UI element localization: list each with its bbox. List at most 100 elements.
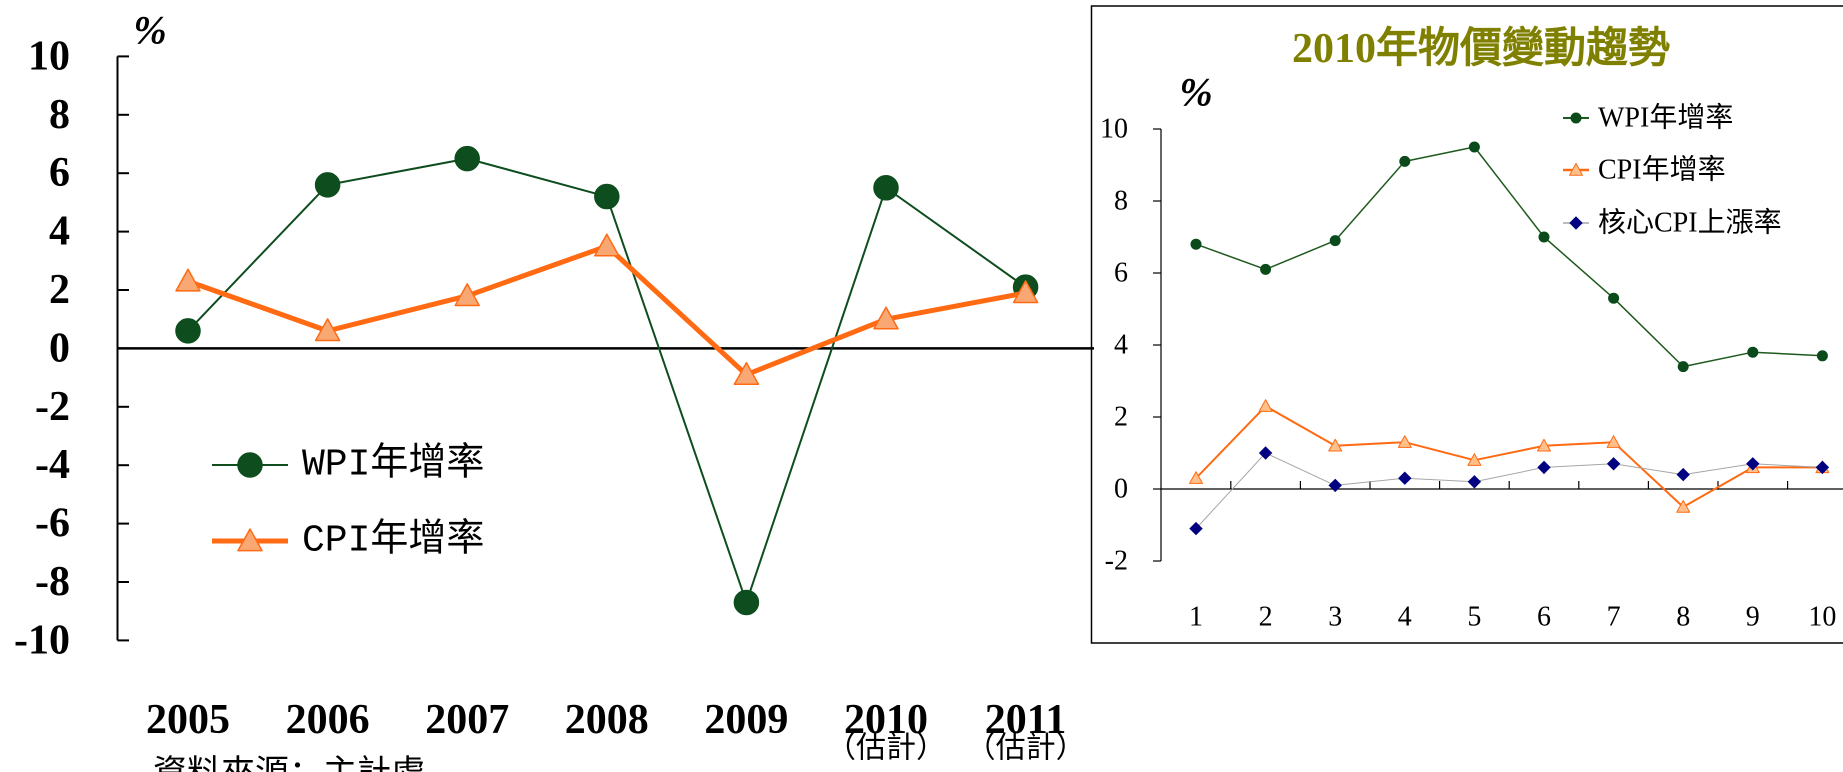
- left-wpi-series: [175, 145, 1039, 616]
- inset-wpi-point: [1608, 292, 1620, 304]
- inset-x-tick-label: 8: [1676, 602, 1690, 633]
- inset-legend-core-cpi-label: 核心CPI上漲率: [1598, 207, 1782, 239]
- left-legend-item-wpi: WPI年增率: [212, 442, 484, 487]
- inset-core-cpi-point: [1537, 460, 1551, 475]
- inset-cpi-point: [1467, 453, 1482, 466]
- inset-y-tick-label: 8: [1114, 186, 1128, 217]
- annual-price-change-chart: % 10 8 6 4 2 0 -2 -4 -6 -8 -10 2005 2006 2007 2008 2009…: [14, 8, 1094, 765]
- inset-core-cpi-point: [1258, 446, 1273, 460]
- left-y-tick-label: 4: [49, 209, 70, 255]
- inset-wpi-point: [1260, 263, 1272, 275]
- inset-title: 2010年物價變動趨勢: [1292, 25, 1670, 72]
- left-plot-area: 10 8 6 4 2 0 -2 -4 -6 -8 -10 2005 2006 2007 2008 2009 20…: [14, 33, 1094, 765]
- inset-cpi-line: [1195, 405, 1823, 508]
- left-x-tick-label: 2008: [565, 697, 649, 743]
- inset-y-tick-label: 2: [1114, 402, 1128, 433]
- inset-legend-item-wpi: WPI年增率: [1563, 102, 1733, 134]
- inset-wpi-point: [1816, 350, 1828, 362]
- inset-core-cpi-point: [1467, 475, 1482, 489]
- inset-cpi-point: [1258, 399, 1273, 412]
- inset-core-cpi-point: [1398, 471, 1412, 485]
- inset-core-cpi-line: [1195, 452, 1823, 529]
- inset-y-tick-label: 6: [1114, 258, 1128, 289]
- inset-wpi-point: [1677, 361, 1689, 373]
- left-cpi-point: [175, 268, 201, 292]
- inset-core-cpi-point: [1606, 457, 1621, 471]
- left-wpi-point: [175, 318, 201, 344]
- left-cpi-point: [873, 306, 899, 330]
- left-cpi-point: [1012, 280, 1039, 304]
- legend-wpi-label: WPI年增率: [302, 442, 484, 487]
- left-x-tick-label: 2007: [425, 697, 509, 743]
- left-cpi-point: [594, 233, 620, 257]
- left-y-tick-label: -6: [35, 501, 70, 547]
- inset-wpi-point: [1190, 238, 1202, 250]
- left-unit-label: %: [133, 8, 166, 53]
- left-y-tick-label: 10: [28, 33, 70, 79]
- left-y-tick-label: 2: [49, 267, 70, 313]
- left-y-tick-label: -4: [35, 442, 70, 488]
- estimate-note: （估計）: [826, 732, 946, 765]
- inset-y-tick-label: -2: [1105, 546, 1128, 577]
- left-y-tick-label: 0: [49, 325, 70, 371]
- inset-cpi-point: [1328, 438, 1343, 452]
- left-cpi-point: [314, 318, 341, 342]
- inset-x-tick-label: 4: [1398, 602, 1412, 633]
- inset-x-tick-label: 7: [1607, 602, 1621, 633]
- source-note: 資料來源：主計處。: [153, 754, 459, 772]
- left-wpi-point: [314, 172, 341, 198]
- inset-cpi-point: [1397, 435, 1412, 448]
- inset-x-tick-label: 2: [1259, 602, 1273, 633]
- left-y-tick-label: -8: [35, 559, 70, 605]
- inset-x-tick-label: 6: [1537, 602, 1551, 633]
- inset-cpi-point: [1606, 435, 1621, 448]
- estimate-note: （估計）: [966, 732, 1086, 765]
- inset-x-tick-label: 3: [1328, 602, 1342, 633]
- left-legend: WPI年增率 CPI年增率: [212, 442, 484, 563]
- left-y-tick-label: 8: [49, 92, 70, 138]
- left-cpi-point: [733, 361, 760, 386]
- left-x-tick-label: 2009: [704, 697, 788, 743]
- inset-core-cpi-point: [1328, 478, 1342, 493]
- monthly-price-trend-chart: 2010年物價變動趨勢 % 10 8 6 4 2 0 -2 1 2 3 4 5 6 7 8 9 10 WPI年增…: [1090, 5, 1843, 644]
- inset-legend-wpi-marker-icon: [1570, 112, 1582, 124]
- inset-cpi-point: [1537, 438, 1551, 452]
- inset-frame: [1090, 5, 1843, 644]
- left-wpi-point: [873, 175, 899, 201]
- inset-legend-wpi-label: WPI年增率: [1598, 102, 1733, 134]
- left-wpi-point: [594, 183, 620, 210]
- inset-wpi-point: [1399, 155, 1411, 167]
- inset-x-tick-label: 10: [1808, 602, 1836, 633]
- left-wpi-point: [454, 145, 480, 172]
- left-cpi-line: [187, 243, 1027, 378]
- inset-legend-cpi-marker-icon: [1569, 163, 1583, 176]
- legend-cpi-label: CPI年增率: [302, 518, 484, 563]
- inset-unit-label: %: [1179, 70, 1212, 115]
- inset-y-tick-label: 10: [1100, 114, 1128, 145]
- left-x-tick-label: 2006: [286, 697, 370, 743]
- legend-cpi-marker-icon: [237, 528, 263, 552]
- inset-legend-item-cpi: CPI年增率: [1563, 154, 1726, 186]
- left-y-tick-label: 6: [49, 150, 70, 196]
- inset-legend-cpi-label: CPI年增率: [1598, 154, 1726, 186]
- left-cpi-series: [175, 233, 1039, 386]
- inset-y-tick-label: 0: [1114, 474, 1128, 505]
- inset-wpi-point: [1538, 231, 1550, 243]
- inset-wpi-series: [1190, 141, 1828, 373]
- left-x-tick-label: 2011: [985, 697, 1067, 743]
- inset-wpi-line: [1195, 146, 1823, 368]
- inset-x-tick-label: 5: [1467, 602, 1481, 633]
- inset-wpi-point: [1468, 141, 1480, 153]
- inset-x-tick-label: 9: [1746, 602, 1760, 633]
- left-y-tick-label: -2: [35, 384, 70, 430]
- inset-wpi-point: [1747, 346, 1759, 358]
- left-legend-item-cpi: CPI年增率: [212, 518, 484, 563]
- left-y-tick-label: -10: [14, 617, 70, 663]
- inset-cpi-point: [1676, 500, 1691, 513]
- inset-core-cpi-point: [1746, 457, 1760, 471]
- inset-core-cpi-point: [1815, 460, 1830, 475]
- inset-wpi-point: [1329, 235, 1341, 247]
- inset-cpi-point: [1189, 471, 1203, 484]
- legend-wpi-marker-icon: [237, 452, 263, 478]
